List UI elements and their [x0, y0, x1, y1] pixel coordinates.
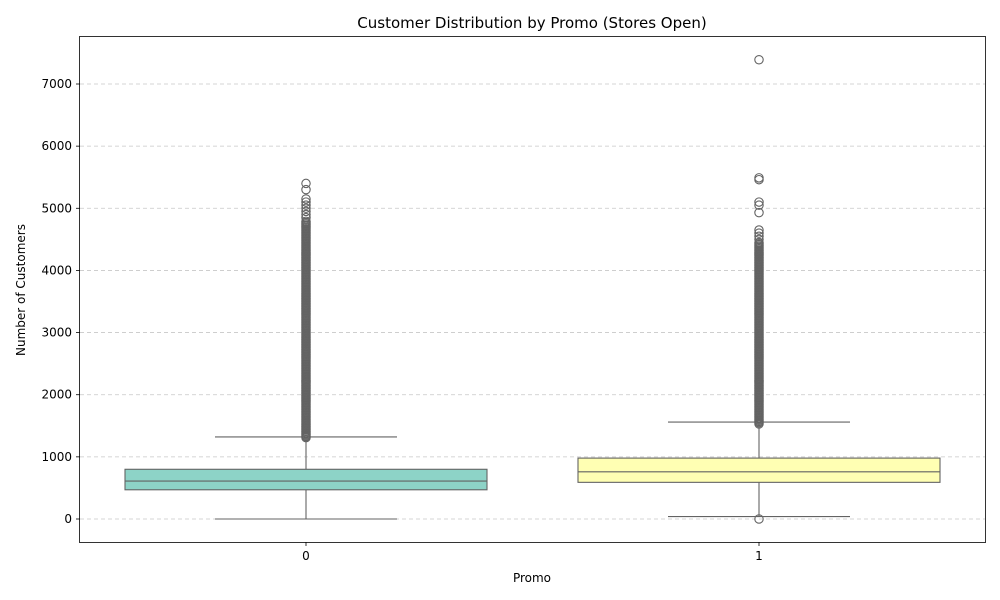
y-tick-label: 3000 — [41, 326, 72, 340]
outlier-point — [754, 55, 764, 65]
outlier-point — [301, 216, 311, 227]
outlier-point — [301, 197, 311, 207]
y-axis: 0 1000 2000 3000 4000 5000 6000 7000 — [41, 77, 80, 526]
x-tick-label: 1 — [755, 549, 763, 563]
outlier-point — [301, 203, 311, 214]
boxes — [124, 55, 941, 524]
y-tick-label: 6000 — [41, 139, 72, 153]
plot-frame — [79, 36, 986, 543]
outlier-point — [301, 206, 311, 217]
box-iqr — [577, 457, 941, 483]
outlier-point — [754, 200, 764, 210]
y-tick-label: 5000 — [41, 201, 72, 215]
box-group-0 — [124, 178, 488, 520]
outlier-point — [754, 197, 764, 207]
chart-title: Customer Distribution by Promo (Stores O… — [357, 14, 706, 32]
y-tick-label: 7000 — [41, 77, 72, 91]
outlier-point — [754, 231, 764, 242]
outlier-point — [301, 178, 311, 189]
x-axis-label: Promo — [513, 571, 551, 585]
outlier-point — [301, 184, 311, 195]
outlier-point — [754, 237, 764, 248]
outlier-point — [301, 209, 311, 220]
outlier-point — [301, 212, 311, 223]
outlier-point — [754, 207, 764, 218]
outlier-point — [754, 225, 764, 235]
outlier-point — [754, 173, 764, 183]
outlier-point — [754, 228, 764, 238]
y-tick-label: 0 — [64, 512, 72, 526]
y-tick-label: 1000 — [41, 450, 72, 464]
outlier-point — [754, 234, 764, 245]
y-axis-label: Number of Customers — [14, 224, 28, 356]
y-tick-label: 4000 — [41, 263, 72, 277]
box-iqr — [124, 468, 488, 491]
x-tick-label: 0 — [302, 549, 310, 563]
outlier-point — [754, 514, 764, 524]
outlier-point — [301, 194, 311, 204]
outlier-point — [301, 200, 311, 210]
box-group-1 — [577, 55, 941, 524]
y-tick-label: 2000 — [41, 388, 72, 402]
